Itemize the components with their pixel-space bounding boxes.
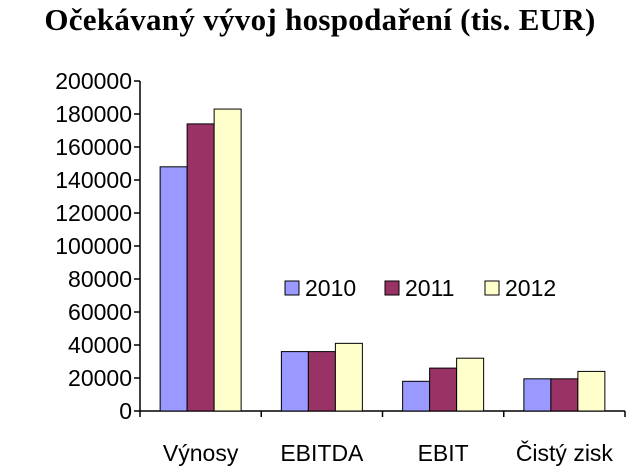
legend-swatch-2012 bbox=[484, 280, 500, 296]
legend: 2010 2011 2012 bbox=[284, 275, 556, 301]
chart-title: Očekávaný vývoj hospodaření (tis. EUR) bbox=[44, 2, 596, 37]
bar-2012-0 bbox=[213, 108, 242, 412]
bar-2010-3 bbox=[523, 378, 552, 412]
legend-label-2010: 2010 bbox=[305, 275, 356, 301]
axis-layer: 0 20000 40000 60000 80000 100000 120000 140000 1… bbox=[55, 68, 626, 424]
y-tick-label: 0 bbox=[119, 398, 132, 424]
y-tick-label: 140000 bbox=[55, 167, 132, 193]
x-category-label: EBIT bbox=[418, 440, 469, 466]
legend-label-2011: 2011 bbox=[405, 275, 454, 301]
bar-2010-0 bbox=[159, 166, 188, 412]
bar-2011-3 bbox=[550, 378, 579, 412]
y-tick-label: 60000 bbox=[68, 299, 132, 325]
legend-swatch-2011 bbox=[384, 280, 400, 296]
bar-2011-1 bbox=[307, 351, 336, 412]
bar-2011-0 bbox=[186, 123, 215, 412]
y-tick-label: 80000 bbox=[68, 266, 132, 292]
bar-2010-2 bbox=[402, 380, 431, 412]
y-tick-label: 100000 bbox=[55, 233, 132, 259]
bar-2012-2 bbox=[456, 357, 485, 412]
bar-layer bbox=[159, 108, 606, 412]
legend-label-2012: 2012 bbox=[505, 275, 556, 301]
bar-2012-1 bbox=[334, 342, 363, 412]
bar-2012-3 bbox=[577, 370, 606, 412]
y-tick-label: 20000 bbox=[68, 365, 132, 391]
x-category-label: Čistý zisk bbox=[516, 439, 614, 466]
y-tick-label: 160000 bbox=[55, 134, 132, 160]
label-layer: Výnosy EBITDA EBIT Čistý zisk bbox=[163, 439, 614, 466]
y-tick-label: 200000 bbox=[55, 68, 132, 94]
y-tick-label: 180000 bbox=[55, 101, 132, 127]
y-tick-label: 40000 bbox=[68, 332, 132, 358]
bar-2011-2 bbox=[429, 367, 458, 412]
bar-2010-1 bbox=[280, 351, 309, 412]
legend-swatch-2010 bbox=[284, 280, 300, 296]
y-tick-label: 120000 bbox=[55, 200, 132, 226]
x-category-label: Výnosy bbox=[163, 440, 239, 466]
x-category-label: EBITDA bbox=[280, 440, 364, 466]
